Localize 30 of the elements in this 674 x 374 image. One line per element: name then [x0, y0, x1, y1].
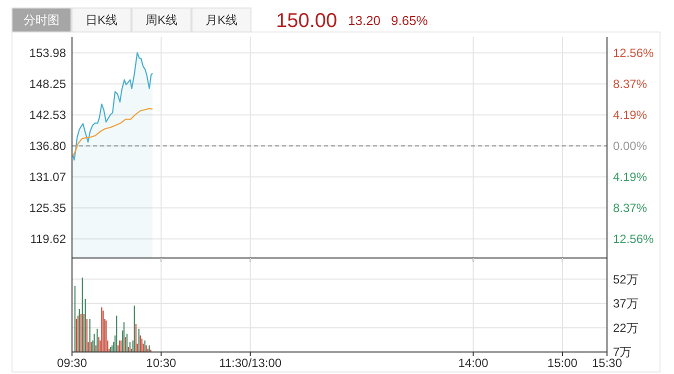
y-tick-label: 22万: [613, 320, 638, 335]
y-tick-label: 125.35: [29, 201, 66, 216]
y-tick-label: 148.25: [29, 77, 66, 92]
x-tick-label: 10:30: [146, 356, 177, 370]
y-tick-label: 37万: [613, 296, 638, 311]
text: 分时图: [24, 13, 60, 27]
x-tick-label: 11:30/13:00: [219, 356, 282, 370]
y-tick-label: 153.98: [29, 46, 66, 60]
y2-tick-label: 12.56%: [613, 232, 654, 246]
x-tick-label: 14:00: [458, 356, 489, 370]
text: 9.65%: [391, 13, 428, 28]
y-tick-label: 119.62: [30, 232, 66, 246]
x-tick-label: 15:00: [547, 356, 578, 370]
line-series: [72, 108, 154, 156]
text: 周K线: [145, 13, 178, 27]
y2-tick-label: 0.00%: [613, 139, 648, 154]
text: 150.00: [276, 10, 338, 32]
y2-tick-label: 4.19%: [613, 170, 648, 184]
y2-tick-label: 8.37%: [613, 77, 648, 92]
text: 13.20: [348, 13, 381, 28]
text: 日K线: [85, 13, 118, 27]
y-tick-label: 142.53: [29, 108, 66, 122]
y-tick-label: 52万: [613, 272, 638, 286]
y2-tick-label: 8.37%: [613, 201, 648, 216]
text: 月K线: [205, 13, 238, 27]
y-tick-label: 131.07: [29, 170, 66, 184]
y2-tick-label: 12.56%: [613, 46, 654, 60]
y2-tick-label: 4.19%: [613, 108, 648, 122]
y-tick-label: 136.80: [29, 139, 66, 154]
x-tick-label: 09:30: [56, 356, 88, 370]
